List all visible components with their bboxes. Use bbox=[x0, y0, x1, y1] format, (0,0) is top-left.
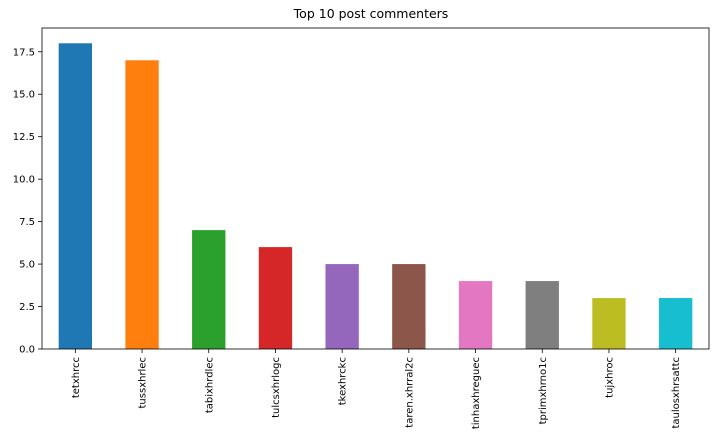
y-tick-label: 10.0 bbox=[13, 175, 35, 186]
bar-taulosxhrsattc bbox=[658, 298, 693, 349]
y-tick-label: 17.5 bbox=[13, 47, 35, 58]
y-tick-label: 5.0 bbox=[19, 260, 35, 271]
bar-tkexhrckc bbox=[325, 264, 359, 349]
bar-tetxhrcc bbox=[58, 43, 93, 350]
plot-frame bbox=[41, 27, 710, 350]
x-tick-label: taren.xhrral2c bbox=[404, 357, 415, 428]
x-tick-label: tetxhrcc bbox=[71, 357, 82, 398]
y-tick-label: 7.5 bbox=[19, 217, 35, 228]
x-tick-label: tujxhroc bbox=[604, 357, 615, 398]
bar-tujxhroc bbox=[592, 298, 626, 349]
y-tick-label: 0.0 bbox=[19, 345, 35, 356]
bar-tabixhrdlec bbox=[192, 230, 226, 349]
y-tick-label: 15.0 bbox=[13, 90, 35, 101]
y-tick-label: 12.5 bbox=[13, 132, 35, 143]
bar-tussxhrlec bbox=[125, 60, 159, 350]
bars bbox=[58, 43, 693, 350]
x-tick-label: tulcsxhrlogc bbox=[271, 357, 282, 418]
chart-title: Top 10 post commenters bbox=[293, 6, 449, 21]
bar-tulcsxhrlogc bbox=[258, 247, 293, 349]
bar-taren.xhrral2c bbox=[392, 264, 426, 349]
x-tick-label: tinhaxhreguec bbox=[471, 357, 482, 429]
y-axis: 0.0 2.5 5.0 7.5 10.0 12.5 15.0 17.5 bbox=[13, 47, 42, 356]
x-tick-label: tkexhrckc bbox=[338, 357, 349, 405]
bar-tprimxhrno1c bbox=[525, 281, 559, 349]
x-tick-label: tussxhrlec bbox=[138, 357, 149, 408]
bar-tinhaxhreguec bbox=[458, 281, 493, 349]
x-tick-label: tabixhrdlec bbox=[204, 357, 215, 413]
x-axis: tetxhrcc tussxhrlec tabixhrdlec tulcsxhrlog… bbox=[71, 349, 682, 429]
y-tick-label: 2.5 bbox=[19, 302, 35, 313]
x-tick-label: taulosxhrsattc bbox=[671, 357, 682, 429]
x-tick-label: tprimxhrno1c bbox=[538, 357, 549, 424]
